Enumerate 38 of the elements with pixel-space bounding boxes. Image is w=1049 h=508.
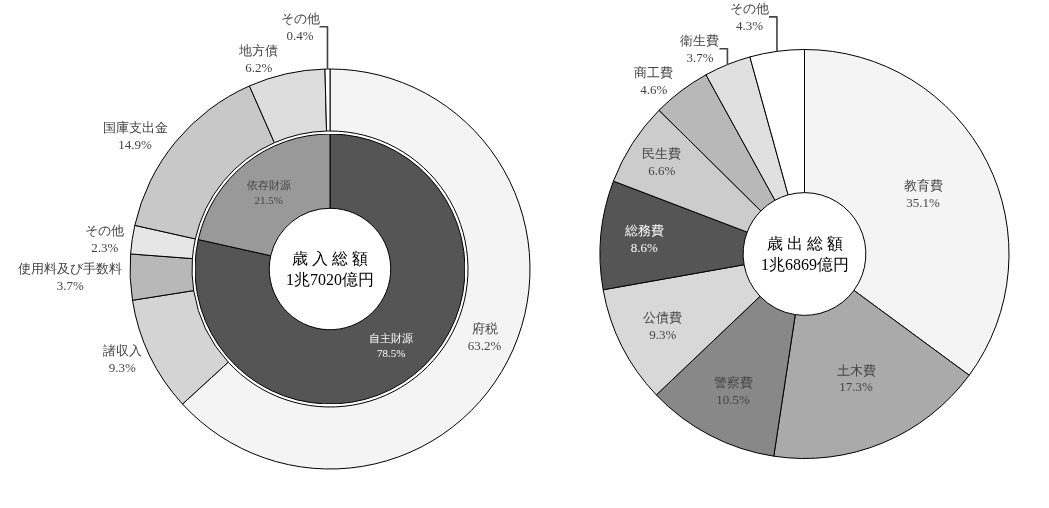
data-label: 9.3% <box>108 359 137 375</box>
text: 歳 入 総 額 1兆7020億円 <box>286 250 374 288</box>
slice-label: 地方債 <box>238 42 279 58</box>
data-label: 63.2% <box>467 338 502 354</box>
slice-label: 土木費 <box>836 362 876 378</box>
text: 歳 出 総 額 1兆6869億円 <box>761 235 849 273</box>
slice-label: 諸収入 <box>102 342 142 358</box>
slice-label: 自主財源 <box>369 332 414 345</box>
slice-label: 教育費 <box>903 178 943 194</box>
data-label: 3.7% <box>686 49 714 65</box>
data-label: 17.3% <box>839 379 874 395</box>
slice-label: 国庫支出金 <box>102 119 168 135</box>
data-label: 6.2% <box>245 59 273 75</box>
data-label: 10.5% <box>716 391 751 407</box>
slice-label: 公債費 <box>643 309 683 325</box>
data-label: 78.5% <box>376 346 406 359</box>
slice-label: 民生費 <box>642 146 682 162</box>
slice-label: 商工費 <box>634 64 674 80</box>
slice-label: 使用料及び手数料 <box>18 261 123 277</box>
data-label: 0.4% <box>286 27 314 43</box>
data-label: 4.3% <box>735 17 764 33</box>
slice-label: 警察費 <box>713 375 753 391</box>
data-label: 2.3% <box>91 240 119 256</box>
slice-label: その他 <box>85 223 125 239</box>
data-label: 3.7% <box>56 278 84 294</box>
data-label: 35.1% <box>906 194 941 210</box>
slice-label: 府税 <box>471 321 498 337</box>
data-label: 21.5% <box>254 193 284 206</box>
data-label: 9.3% <box>649 326 677 342</box>
data-label: 6.6% <box>648 163 676 179</box>
slice-label: その他 <box>280 10 320 26</box>
data-label: 14.9% <box>118 136 152 152</box>
data-label: 4.6% <box>640 81 668 97</box>
slice-label: 依存財源 <box>246 179 291 192</box>
slice-label: 衛生費 <box>680 32 720 48</box>
slice-label: 総務費 <box>623 222 664 238</box>
slice-label: その他 <box>729 0 769 16</box>
data-label: 8.6% <box>630 239 658 255</box>
